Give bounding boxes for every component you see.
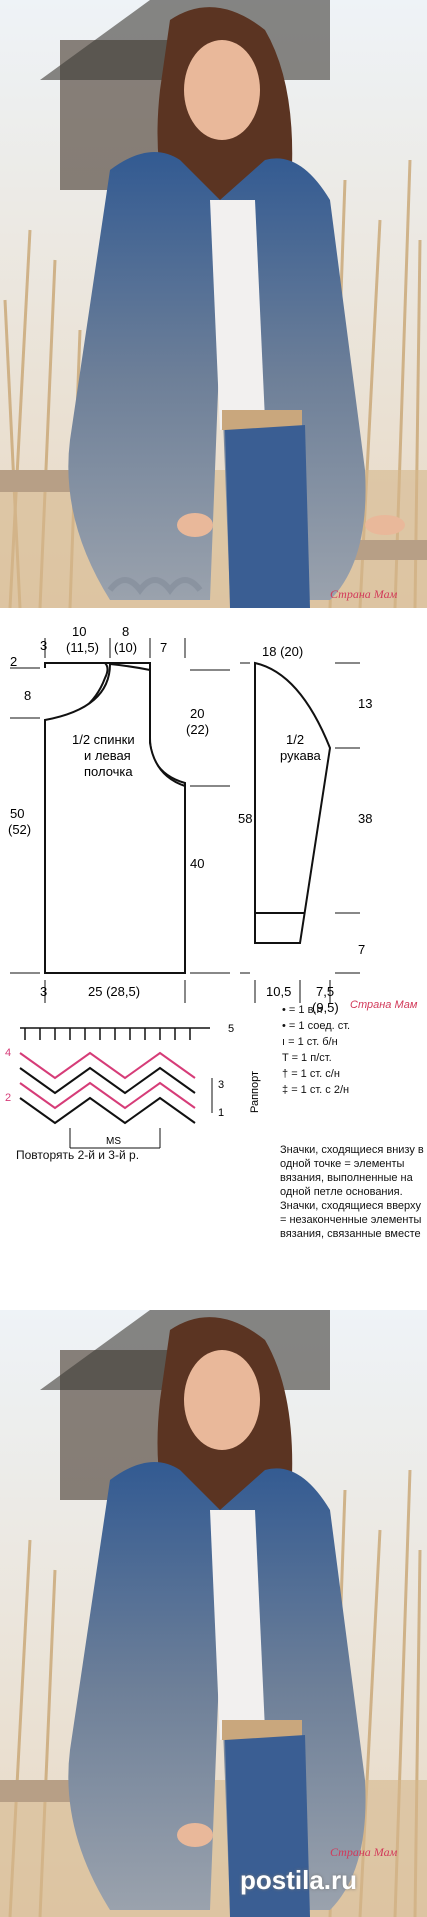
dim-drop-2: 2 — [10, 654, 17, 669]
cardigan-photo-illustration-2 — [0, 1310, 427, 1917]
legend-dc: † = 1 ст. с/н — [282, 1068, 340, 1080]
dim-sleeve-top: 18 (20) — [262, 644, 303, 659]
chart-row-3: 3 — [218, 1079, 224, 1091]
legend-hdc: T = 1 п/ст. — [282, 1052, 332, 1064]
dim-sleeve-bottom: 7,5 — [316, 984, 334, 999]
dim-total-length: 50 — [10, 806, 24, 821]
watermark-text: Страна Мам — [330, 587, 398, 601]
chart-row-4: 4 — [5, 1047, 11, 1059]
dim-drop-8: 8 — [24, 688, 31, 703]
model-photo-bottom: Страна Мам postila.ru — [0, 1310, 427, 1917]
symbols-note: Значки, сходящиеся внизу в одной точке =… — [280, 1144, 424, 1240]
watermark-mid: Страна Мам — [350, 999, 418, 1011]
crochet-chart: MS 5 4 3 2 1 Раппорт — [5, 1023, 261, 1149]
dim-side-top: 7 — [160, 640, 167, 655]
dim-sleeve-total: 58 — [238, 811, 252, 826]
svg-text:(52): (52) — [8, 822, 31, 837]
sleeve-piece — [254, 661, 332, 944]
dim-cuff-width: 10,5 — [266, 984, 291, 999]
svg-text:(10): (10) — [114, 640, 137, 655]
dim-bottom-width: 25 (28,5) — [88, 984, 140, 999]
dim-side-length: 40 — [190, 856, 204, 871]
dim-sleeve-cap: 13 — [358, 696, 372, 711]
label-half-back: 1/2 спинки — [72, 732, 135, 747]
schematic-svg: 3 10 (11,5) 8 (10) 7 2 8 20 (22) 50 (52)… — [5, 624, 418, 1149]
dim-top-left: 3 — [40, 638, 47, 653]
back-front-piece — [44, 662, 186, 974]
dim-neck: 10 — [72, 624, 86, 639]
svg-text:полочка: полочка — [84, 764, 133, 779]
legend-sl-st: • = 1 соед. ст. — [282, 1020, 351, 1032]
watermark-bottom: Страна Мам — [330, 1845, 398, 1859]
cardigan-photo-illustration — [0, 0, 427, 608]
legend-sc: ı = 1 ст. б/н — [282, 1036, 338, 1048]
dim-sleeve-length: 38 — [358, 811, 372, 826]
dim-armhole: 20 — [190, 706, 204, 721]
svg-text:(22): (22) — [186, 722, 209, 737]
svg-text:(9,5): (9,5) — [312, 1000, 339, 1015]
label-sleeve: 1/2 — [286, 732, 304, 747]
dim-bottom-left: 3 — [40, 984, 47, 999]
chart-row-5: 5 — [228, 1023, 234, 1035]
chart-row-1: 1 — [218, 1107, 224, 1119]
svg-text:рукава: рукава — [280, 748, 322, 763]
dim-cuff: 7 — [358, 942, 365, 957]
chart-row-2: 2 — [5, 1092, 11, 1104]
svg-text:(11,5): (11,5) — [66, 640, 99, 655]
chart-ms-label: MS — [106, 1136, 121, 1147]
chart-rapport-label: Раппорт — [249, 1071, 261, 1113]
repeat-note: Повторять 2-й и 3-й р. — [16, 1148, 140, 1162]
legend-ch: • = 1 в.п — [282, 1004, 323, 1016]
legend-tr: ‡ = 1 ст. с 2/н — [282, 1084, 350, 1096]
pattern-diagram: 3 10 (11,5) 8 (10) 7 2 8 20 (22) 50 (52)… — [0, 608, 427, 1310]
svg-text:и левая: и левая — [84, 748, 131, 763]
postila-logo: postila.ru — [240, 1865, 358, 1895]
dim-shoulder: 8 — [122, 624, 129, 639]
model-photo-top: Страна Мам — [0, 0, 427, 608]
